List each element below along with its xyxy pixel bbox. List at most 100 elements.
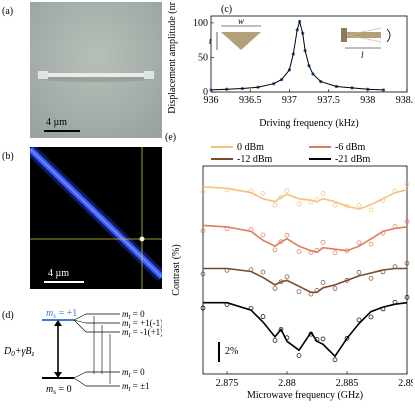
chart-e-ylabel: Contrast (%) (171, 244, 182, 295)
chart-e-point (332, 357, 338, 363)
legend-label: -6 dBm (335, 142, 366, 153)
mi-label-3: mI = -1(+1) (122, 327, 162, 339)
chart-e-series (200, 219, 410, 256)
chart-e-series (200, 260, 410, 297)
chart-e-fit-line (202, 186, 408, 210)
chart-e-point (296, 289, 302, 295)
panel-d: (d) ms = +1 mI = 0 mI = +1(-1) mI = -1(+… (2, 306, 163, 406)
chart-c-xtick-label: 936 (204, 95, 219, 106)
scale-bar-b (44, 281, 84, 283)
panel-e-label: (e) (165, 132, 176, 143)
chart-c-fit (210, 19, 384, 91)
chart-e-point (368, 207, 374, 213)
chart-e-fit-line (202, 224, 408, 254)
scale-bar-b-label: 4 µm (48, 268, 69, 279)
chart-e-point (344, 335, 350, 341)
chart-e-point (200, 305, 206, 311)
hyperfine-connector-2 (73, 319, 87, 324)
chart-c-inset: w t l (209, 16, 391, 60)
chart-c-xtick-label: 938.5 (396, 95, 413, 106)
length-label: l (361, 50, 364, 60)
scale-bar-a (44, 130, 80, 132)
cantilever-deflection-up (346, 27, 382, 36)
chart-c-xtick-label: 936.5 (239, 95, 262, 106)
chart-e-point (260, 314, 266, 320)
chart-c-point (209, 88, 213, 92)
chart-e-point (272, 247, 278, 253)
chart-e-point (320, 280, 326, 285)
panel-c: (c) 936 936.5 937 937.5 938 938.5 0 50 100 w t l… (165, 0, 415, 130)
chart-c-xtick-label: 937.5 (317, 95, 340, 106)
splitting-label: D0+γBz (3, 346, 35, 358)
hyperfine-connector-4 (73, 371, 87, 379)
chart-e-point (320, 240, 326, 245)
mi-label-2: mI = +1(-1) (122, 318, 162, 330)
chart-c-ticks: 936 936.5 937 937.5 938 938.5 0 50 100 (193, 18, 415, 106)
panel-b: (b) 4 µm (2, 144, 167, 289)
panel-a: (a) 4 µm (2, 2, 162, 138)
mi-label-4: mI = 0 (122, 367, 145, 379)
nanobeam (42, 73, 150, 77)
splitting-arrowhead-up (54, 320, 62, 326)
nanobeam-clamp-left (38, 71, 48, 79)
chart-e-point (320, 336, 326, 342)
fluorescence-image: 4 µm (25, 144, 167, 289)
chart-e-point (368, 241, 374, 247)
hyperfine-connector-3 (73, 319, 87, 333)
chart-c-plot-area (210, 15, 408, 93)
chart-e-ticks: 2.875 2.88 2.885 2.89 (216, 371, 415, 389)
scale-bar-a-label: 4 µm (46, 117, 67, 128)
chart-e-point (356, 203, 362, 208)
chart-e-point (332, 286, 338, 291)
hyperfine-connector-5 (73, 377, 87, 387)
chart-e-point (368, 275, 374, 281)
ms-0-label: ms = 0 (46, 384, 72, 396)
nanobeam-clamp-right (144, 71, 154, 79)
chart-e-point (260, 269, 266, 275)
panel-a-label: (a) (2, 6, 14, 17)
chart-e-point (404, 294, 410, 300)
chart-c-xlabel: Driving frequency (kHz) (259, 118, 358, 129)
thickness-label: t (209, 36, 212, 46)
chart-e-xtick-label: 2.875 (216, 378, 239, 389)
chart-c-ylabel: Displacement amplitude (nm) (167, 2, 178, 114)
cantilever-deflection-down (346, 34, 382, 43)
chart-c-fit-line (210, 19, 384, 91)
beam-cross-section (221, 32, 261, 50)
chart-e-point (200, 189, 206, 195)
contrast-scale-label: 2% (225, 346, 238, 357)
chart-e-point (284, 232, 290, 238)
sem-background (30, 2, 162, 138)
chart-e-point (272, 202, 278, 208)
mi-label-5: mI = ±1 (122, 381, 150, 393)
legend-label: 0 dBm (237, 142, 264, 153)
chart-c-ytick-label: 100 (193, 18, 208, 29)
chart-e-point (284, 274, 290, 280)
chart-c-xtick-label: 938 (360, 95, 375, 106)
mi-label-1: mI = 0 (122, 309, 145, 321)
chart-e-fit-line (203, 301, 408, 358)
chart-e-point (278, 239, 284, 245)
chart-e-point (200, 228, 206, 234)
chart-e-point (272, 338, 278, 343)
chart-e-legend: 0 dBm -6 dBm -12 dBm -21 dBm (211, 142, 371, 165)
chart-e-point (404, 182, 410, 187)
chart-e-point (278, 194, 284, 200)
chart-e-point (260, 190, 266, 196)
nv-spot (139, 236, 145, 242)
sem-image-canvas: 4 µm (30, 2, 162, 138)
oscillation-arrow (386, 28, 391, 43)
chart-e-xtick-label: 2.88 (278, 378, 296, 389)
chart-e-series (200, 294, 410, 363)
panel-e: (e) 0 dBm -6 dBm -12 dBm -21 dBm 2.875 2.88 2… (165, 128, 415, 409)
chart-e-point (272, 286, 278, 291)
chart-e-point (296, 249, 302, 254)
chart-e-data (200, 182, 410, 363)
chart-e-point (296, 201, 302, 207)
splitting-arrowhead-down (54, 372, 62, 378)
legend-label: -21 dBm (335, 154, 371, 165)
chart-e-point (332, 202, 338, 208)
chart-e-point (332, 250, 338, 256)
chart-e-point (356, 240, 362, 246)
chart-e-point (320, 190, 326, 196)
